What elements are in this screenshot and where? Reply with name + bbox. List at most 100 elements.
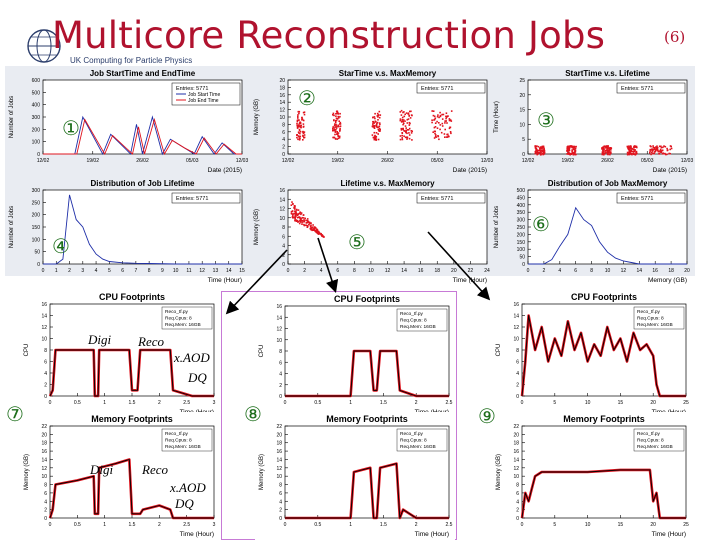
- scatter-point: [302, 139, 304, 141]
- scatter-point: [294, 214, 297, 217]
- scatter-point: [573, 148, 576, 151]
- scatter-point: [297, 138, 299, 141]
- y-tick-label: 8: [282, 122, 285, 128]
- scatter-point: [319, 232, 321, 235]
- scatter-point: [654, 146, 657, 148]
- x-tick-label: 10: [605, 268, 611, 274]
- info-box: [161, 306, 213, 330]
- scatter-point: [291, 213, 293, 215]
- scatter-point: [606, 149, 608, 152]
- y-tick-label: 10: [276, 474, 282, 480]
- info-box: [396, 308, 448, 332]
- stats-text: Entries: 5771: [421, 86, 453, 92]
- scatter-point: [310, 222, 312, 224]
- x-tick-label: 19/02: [561, 158, 574, 164]
- scatter-point: [657, 149, 659, 151]
- scatter-point: [333, 136, 336, 139]
- info-text: Req.Mem: 16GB: [637, 322, 673, 328]
- scatter-point: [401, 134, 403, 137]
- y-tick-label: 0: [522, 262, 525, 268]
- y-axis-label: Number of Jobs: [9, 96, 15, 138]
- scatter-point: [444, 120, 446, 122]
- y-tick-label: 6: [44, 360, 47, 366]
- scatter-point: [650, 153, 652, 156]
- scatter-point: [297, 216, 299, 219]
- scatter-point: [445, 117, 447, 120]
- scatter-point: [377, 126, 379, 129]
- scatter-point: [316, 228, 318, 230]
- scatter-point: [399, 138, 402, 141]
- scatter-point: [399, 118, 402, 120]
- scatter-point: [408, 127, 411, 130]
- y-tick-label: 20: [513, 432, 519, 438]
- scatter-point: [434, 135, 437, 138]
- scatter-point: [663, 145, 665, 147]
- stats-box: [616, 82, 686, 94]
- chart-lifetime-maxmemory: Lifetime v.s. MaxMemory 0 2 4 6 8 10 12 14 16 0 2 4 6…: [254, 179, 490, 284]
- y-tick-label: 0: [522, 152, 525, 158]
- x-tick-label: 10: [368, 268, 374, 274]
- scatter-point: [444, 128, 446, 131]
- scatter-point: [575, 145, 577, 148]
- scatter-point: [302, 111, 305, 114]
- scatter-point: [610, 147, 613, 150]
- scatter-point: [337, 125, 340, 128]
- y-axis-label: Memory (GB): [254, 99, 260, 135]
- y-tick-label: 10: [513, 474, 519, 480]
- scatter-point: [446, 133, 448, 136]
- x-tick-label: 05/03: [186, 158, 199, 164]
- x-tick-label: 2: [158, 400, 161, 406]
- scatter-point: [332, 129, 334, 131]
- scatter-point: [669, 152, 671, 155]
- scatter-point: [295, 212, 298, 215]
- scatter-point: [448, 118, 451, 120]
- chart-memory-footprint-3: Memory Footprints 0 2 4 6 8 10 12 14 16 18 20 22 0 5 10…: [492, 412, 692, 540]
- scatter-point: [571, 152, 573, 155]
- x-tick-label: 8: [590, 268, 593, 274]
- scatter-point: [310, 224, 312, 227]
- y-tick-label: 0: [37, 262, 40, 268]
- scatter-point: [607, 153, 609, 155]
- chart-title: CPU Footprints: [571, 292, 637, 302]
- scatter-point: [445, 136, 448, 138]
- x-tick-label: 3: [81, 268, 84, 274]
- scatter-point: [659, 148, 662, 151]
- scatter-point: [374, 112, 376, 115]
- scatter-point: [404, 113, 406, 116]
- scatter-point: [302, 131, 304, 133]
- scatter-point: [540, 147, 542, 149]
- y-tick-label: 2: [516, 508, 519, 514]
- scatter-point: [379, 123, 381, 126]
- y-tick-label: 18: [41, 441, 47, 447]
- scatter-point: [299, 211, 302, 214]
- scatter-point: [399, 135, 402, 137]
- scatter-point: [568, 148, 570, 150]
- scatter-point: [308, 221, 311, 224]
- y-tick-label: 0: [279, 516, 282, 522]
- scatter-point: [439, 114, 442, 117]
- y-tick-label: 22: [513, 424, 519, 430]
- scatter-point: [400, 129, 403, 131]
- scatter-point: [298, 137, 301, 139]
- y-tick-label: 0: [37, 152, 40, 158]
- y-tick-label: 16: [41, 449, 47, 455]
- scatter-point: [633, 148, 635, 150]
- y-axis-label: Time (Hour): [494, 101, 500, 133]
- scatter-point: [628, 151, 630, 153]
- series-line: [43, 115, 242, 156]
- scatter-point: [447, 135, 450, 137]
- scatter-point: [290, 212, 293, 215]
- scatter-point: [339, 123, 342, 125]
- scatter-point: [293, 207, 295, 209]
- scatter-point: [442, 113, 445, 116]
- scatter-point: [408, 121, 411, 124]
- scatter-point: [401, 120, 403, 123]
- y-tick-label: 150: [517, 240, 526, 246]
- scatter-point: [400, 109, 403, 112]
- x-tick-label: 20: [684, 268, 690, 274]
- x-tick-label: 4: [95, 268, 98, 274]
- scatter-point: [335, 119, 338, 122]
- series-line: [49, 459, 214, 519]
- scatter-point: [567, 151, 570, 154]
- stats-box: [416, 192, 486, 204]
